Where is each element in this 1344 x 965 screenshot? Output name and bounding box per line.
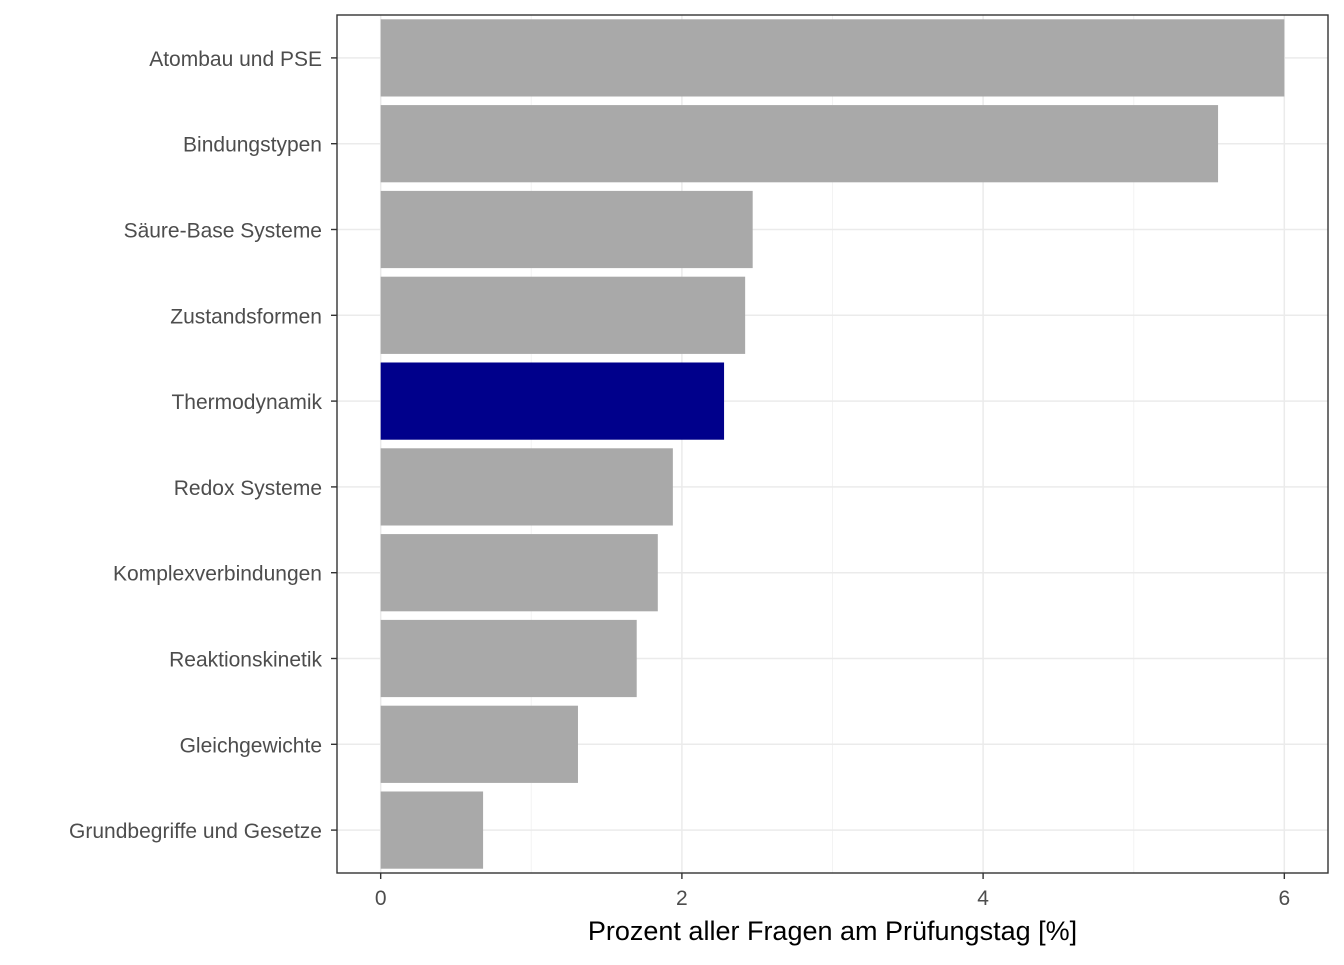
y-tick-label: Grundbegriffe und Gesetze: [69, 820, 322, 843]
x-tick-label: 6: [1278, 887, 1290, 910]
bar-säure-base-systeme: [380, 190, 753, 269]
y-tick-label: Komplexverbindungen: [113, 563, 322, 586]
bar-zustandsformen: [380, 276, 746, 354]
bar-redox-systeme: [380, 448, 673, 526]
bar-thermodynamik: [380, 362, 725, 440]
x-tick-label: 0: [375, 887, 387, 910]
y-tick-label: Bindungstypen: [183, 134, 322, 157]
bar-reaktionskinetik: [380, 619, 637, 698]
bar-atombau-und-pse: [380, 19, 1285, 97]
axis-ticks: [331, 57, 1286, 879]
bars: [380, 19, 1285, 869]
bar-komplexverbindungen: [380, 534, 658, 612]
panel-border: [336, 14, 1329, 874]
x-axis-title: Prozent aller Fragen am Prüfungstag [%]: [588, 916, 1077, 946]
bar-bindungstypen: [380, 105, 1219, 183]
bar-grundbegriffe-und-gesetze: [380, 791, 484, 869]
x-axis-labels: 0 2 4 6: [375, 887, 1290, 910]
x-tick-label: 2: [676, 887, 688, 910]
y-tick-label: Redox Systeme: [174, 477, 322, 500]
bar-gleichgewichte: [380, 705, 578, 783]
y-tick-label: Gleichgewichte: [180, 734, 322, 757]
y-tick-label: Reaktionskinetik: [169, 649, 322, 672]
x-tick-label: 4: [977, 887, 989, 910]
y-tick-label: Zustandsformen: [170, 305, 322, 328]
y-tick-label: Säure-Base Systeme: [124, 220, 322, 243]
y-tick-label: Thermodynamik: [171, 391, 322, 414]
y-tick-label: Atombau und PSE: [149, 48, 322, 71]
y-axis-labels: Atombau und PSE Bindungstypen Säure-Base S…: [69, 48, 322, 843]
